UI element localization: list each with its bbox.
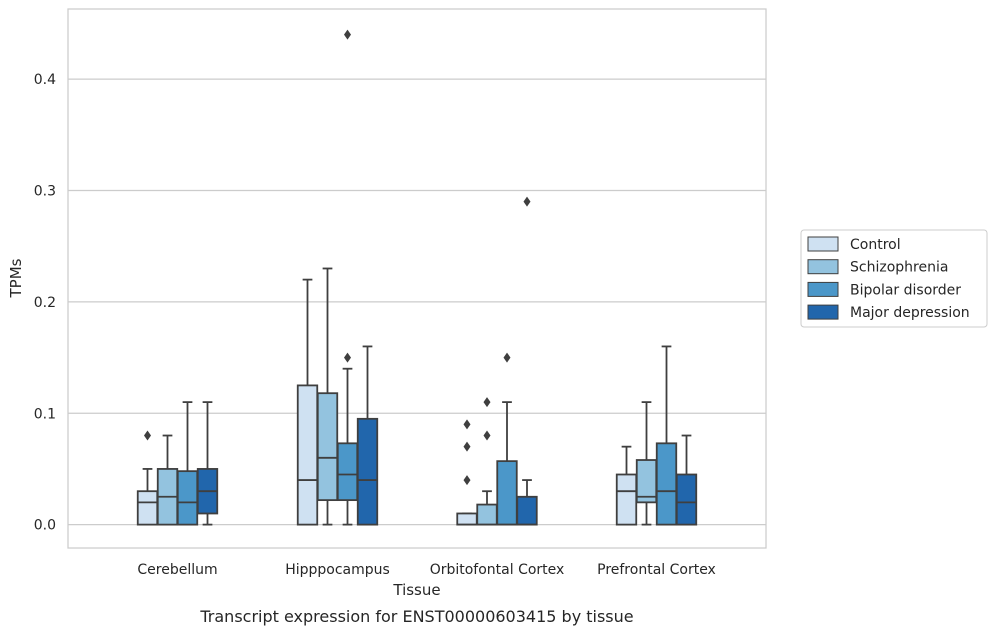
outlier-point (463, 419, 471, 430)
legend-frame (800, 229, 988, 328)
box (496, 352, 518, 526)
plot-area (68, 9, 766, 548)
chart-caption: Transcript expression for ENST0000060341… (199, 607, 633, 626)
outlier-point (344, 352, 351, 363)
y-tick-label: 0.0 (34, 518, 56, 534)
legend-item: Control (807, 236, 901, 253)
box (336, 29, 359, 526)
series-bipolar-disorder (176, 29, 678, 526)
y-tick-labels: 0.0 0.1 0.2 0.3 0.4 (34, 72, 56, 533)
box (635, 401, 658, 526)
legend-label: Schizophrenia (850, 260, 948, 276)
legend-label: Bipolar disorder (850, 282, 961, 298)
box-body (675, 473, 698, 526)
y-tick-label: 0.4 (34, 72, 56, 88)
legend-item: Schizophrenia (807, 259, 948, 276)
legend: Control Schizophrenia Bipolar disorder Majo… (800, 229, 988, 328)
box (655, 345, 678, 526)
box-body (356, 417, 379, 526)
box-body (316, 392, 339, 502)
box-body (476, 503, 498, 526)
box-body (655, 442, 678, 526)
x-tick-label: Hipppocampus (285, 562, 390, 578)
box (176, 401, 199, 526)
box-body (176, 470, 199, 526)
outlier-point (144, 430, 151, 441)
outlier-point (523, 196, 531, 207)
box-body (496, 460, 518, 526)
box-body (516, 495, 538, 526)
outlier-point (463, 475, 471, 486)
box-body (296, 384, 319, 526)
x-tick-labels: Cerebellum Hipppocampus Orbitofontal Corte… (137, 562, 715, 578)
box (675, 434, 698, 526)
legend-label: Major depression (850, 305, 970, 321)
outlier-point (483, 397, 491, 408)
box (156, 434, 179, 526)
y-tick-label: 0.2 (34, 295, 56, 311)
legend-item: Major depression (807, 304, 970, 321)
x-tick-label: Cerebellum (137, 562, 217, 578)
box (196, 401, 219, 526)
box (615, 445, 638, 526)
box-body (336, 442, 359, 502)
legend-swatch (807, 304, 839, 320)
y-tick-label: 0.1 (34, 406, 56, 422)
y-tick-label: 0.3 (34, 184, 56, 200)
box (356, 345, 379, 526)
x-tick-label: Orbitofontal Cortex (430, 562, 565, 578)
x-axis-title: Tissue (392, 581, 440, 599)
outlier-point (503, 352, 511, 363)
box-body (456, 512, 478, 526)
box-body (136, 490, 159, 526)
boxes (136, 29, 698, 526)
legend-swatch (807, 281, 839, 297)
outlier-point (344, 29, 351, 40)
legend-swatch (807, 259, 839, 275)
legend-label: Control (850, 237, 901, 253)
box (516, 196, 538, 526)
outlier-point (483, 430, 491, 441)
outlier-point (463, 441, 471, 452)
legend-swatch (807, 236, 839, 252)
legend-item: Bipolar disorder (807, 281, 961, 298)
box-body (615, 473, 638, 526)
box (136, 430, 159, 526)
series-schizophrenia (156, 267, 658, 526)
series-major-depression (196, 196, 698, 526)
x-tick-label: Prefrontal Cortex (597, 562, 716, 578)
plot-frame (67, 8, 767, 549)
y-axis-title: TPMs (7, 258, 25, 298)
